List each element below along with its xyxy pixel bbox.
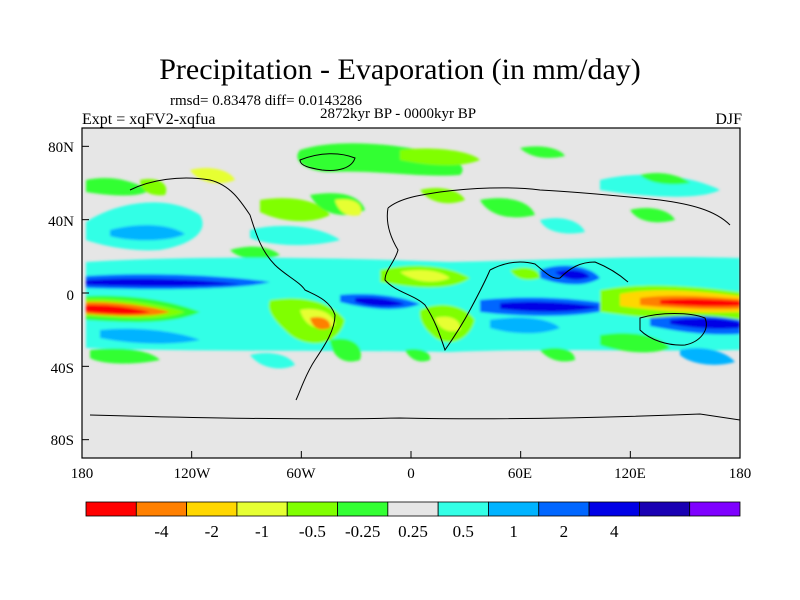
colorbar-swatch — [638, 501, 691, 517]
period-label: 2872kyr BP - 0000kyr BP — [320, 106, 477, 122]
colorbar-swatch — [236, 501, 288, 517]
x-tick-180w: 180 — [70, 466, 94, 482]
x-tick-180e: 180 — [728, 466, 752, 482]
y-tick-marks — [82, 145, 89, 441]
pe-anomaly-field — [86, 143, 740, 369]
x-tick-120w: 120W — [173, 466, 211, 482]
colorbar-swatch — [437, 501, 489, 517]
colorbar-swatch — [387, 501, 439, 517]
colorbar-label: -4 — [154, 522, 169, 541]
colorbar-label: -0.25 — [345, 522, 380, 541]
y-tick-0: 0 — [66, 288, 75, 304]
y-tick-40s: 40S — [50, 361, 74, 377]
stats-line: rmsd= 0.83478 diff= 0.0143286 — [170, 93, 363, 109]
colorbar — [85, 501, 741, 517]
colorbar-swatch — [538, 501, 590, 517]
colorbar-swatch — [689, 501, 741, 517]
colorbar-label: 0.25 — [398, 522, 428, 541]
coastlines — [89, 153, 741, 421]
season-label: DJF — [715, 111, 742, 128]
x-tick-0: 0 — [407, 466, 415, 482]
colorbar-swatch — [488, 501, 540, 517]
y-tick-40n: 40N — [48, 214, 74, 230]
x-tick-60w: 60W — [286, 466, 316, 482]
colorbar-label: -0.5 — [299, 522, 326, 541]
colorbar-label: 4 — [610, 522, 619, 541]
x-tick-60e: 60E — [507, 466, 533, 482]
y-tick-80n: 80N — [48, 140, 74, 156]
x-tick-marks — [81, 451, 741, 458]
colorbar-label: 2 — [560, 522, 569, 541]
colorbar-label: -1 — [255, 522, 269, 541]
colorbar-label: 0.5 — [453, 522, 474, 541]
colorbar-swatch — [337, 501, 389, 517]
y-tick-80s: 80S — [50, 433, 74, 449]
colorbar-label: -2 — [205, 522, 219, 541]
colorbar-swatch — [186, 501, 238, 517]
experiment-label: Expt = xqFV2-xqfua — [82, 111, 216, 128]
colorbar-swatch — [135, 501, 188, 517]
colorbar-swatch — [85, 501, 137, 517]
x-tick-120e: 120E — [614, 466, 646, 482]
colorbar-swatch — [588, 501, 640, 517]
colorbar-label: 1 — [509, 522, 518, 541]
chart-title: Precipitation - Evaporation (in mm/day) — [159, 53, 641, 86]
colorbar-swatch — [286, 501, 338, 517]
